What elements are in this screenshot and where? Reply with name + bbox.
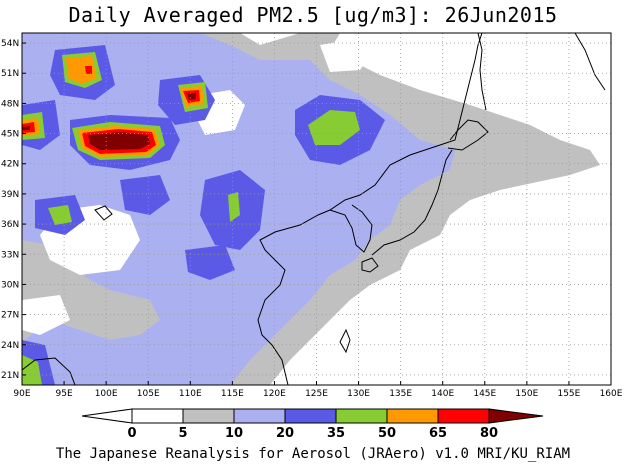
coastline-japan-honshu xyxy=(371,149,453,256)
concentration-field xyxy=(22,33,606,385)
lon-tick-label: 130E xyxy=(347,389,370,399)
gridlines xyxy=(22,33,611,385)
lat-tick-label: 36N xyxy=(1,220,19,230)
footer-caption: The Japanese Reanalysis for Aerosol (JRA… xyxy=(55,446,571,462)
colorbar: 0 5 10 20 35 50 65 80 xyxy=(81,408,544,441)
lon-tick-label: 155E xyxy=(557,389,580,399)
contour-20-35-i xyxy=(185,245,235,280)
map-title: Daily Averaged PM2.5 [ug/m3]: 26Jun2015 xyxy=(68,3,558,27)
lat-tick-label: 42N xyxy=(1,160,19,170)
contour-35-50-a xyxy=(308,110,360,145)
lat-tick-label: 21N xyxy=(1,371,19,381)
coastline-indochina xyxy=(22,357,76,385)
colorbar-label: 20 xyxy=(276,426,294,441)
lon-tick-label: 100E xyxy=(95,389,118,399)
lon-tick-label: 140E xyxy=(431,389,454,399)
coastline-lake xyxy=(94,205,113,221)
colorbar-label: 5 xyxy=(178,426,187,441)
contour-50-65-b xyxy=(66,56,97,84)
colorbar-label: 10 xyxy=(225,426,243,441)
colorbar-bin xyxy=(437,408,490,424)
lon-tick-label: 115E xyxy=(221,389,244,399)
latitude-labels: 54N 51N 48N 45N 42N 39N 36N 33N 30N 27N 24N 21N xyxy=(1,39,26,381)
lon-tick-label: 125E xyxy=(305,389,328,399)
colorbar-bin xyxy=(131,408,184,424)
contour-20-35-h xyxy=(120,175,170,215)
coastline-kyushu xyxy=(361,257,379,273)
lon-tick-label: 105E xyxy=(137,389,160,399)
colorbar-label: 35 xyxy=(327,426,345,441)
contour-35-50-d xyxy=(48,205,72,225)
lon-tick-label: 160E xyxy=(600,389,623,399)
lat-tick-label: 30N xyxy=(1,280,19,290)
lon-tick-label: 135E xyxy=(389,389,412,399)
colorbar-bin xyxy=(386,408,439,424)
colorbar-label: 80 xyxy=(480,426,498,441)
lon-tick-label: 95E xyxy=(56,389,73,399)
coastline-taiwan xyxy=(339,328,351,354)
lat-tick-label: 24N xyxy=(1,341,19,351)
colorbar-bin xyxy=(233,408,286,424)
colorbar-high-arrow xyxy=(488,408,544,424)
contour-80-plus-c xyxy=(22,126,30,130)
lat-tick-label: 45N xyxy=(1,130,19,140)
contour-80-plus-a xyxy=(88,132,150,150)
colorbar-bin xyxy=(182,408,235,424)
lon-tick-label: 90E xyxy=(13,389,30,399)
coastlines xyxy=(22,33,606,385)
lon-tick-label: 120E xyxy=(263,389,286,399)
colorbar-label: 50 xyxy=(378,426,396,441)
contour-35-50-c xyxy=(228,192,240,222)
lat-tick-label: 54N xyxy=(1,39,19,49)
coastline-japan-hokkaido xyxy=(447,119,489,151)
lon-tick-label: 110E xyxy=(179,389,202,399)
lon-tick-label: 150E xyxy=(515,389,538,399)
lon-tick-label: 145E xyxy=(473,389,496,399)
longitude-labels: 90E 95E 100E 105E 110E 115E 120E 125E 130E 135E 14… xyxy=(13,381,623,399)
contour-0-5-hole-c xyxy=(320,40,370,72)
colorbar-low-arrow xyxy=(81,408,133,424)
lat-tick-label: 39N xyxy=(1,190,19,200)
coastline-kamchatka xyxy=(574,33,606,91)
colorbar-label: 0 xyxy=(127,426,136,441)
lat-tick-label: 33N xyxy=(1,250,19,260)
contour-35-50-h xyxy=(22,355,42,385)
coastline-sakhalin xyxy=(477,33,487,111)
contour-65-80-d xyxy=(85,66,92,74)
contour-80-plus-b xyxy=(187,93,196,100)
colorbar-bin xyxy=(335,408,388,424)
colorbar-bin xyxy=(284,408,337,424)
coastline-korea xyxy=(329,204,373,253)
colorbar-label: 65 xyxy=(429,426,447,441)
lat-tick-label: 48N xyxy=(1,99,19,109)
lat-tick-label: 51N xyxy=(1,69,19,79)
lat-tick-label: 27N xyxy=(1,311,19,321)
